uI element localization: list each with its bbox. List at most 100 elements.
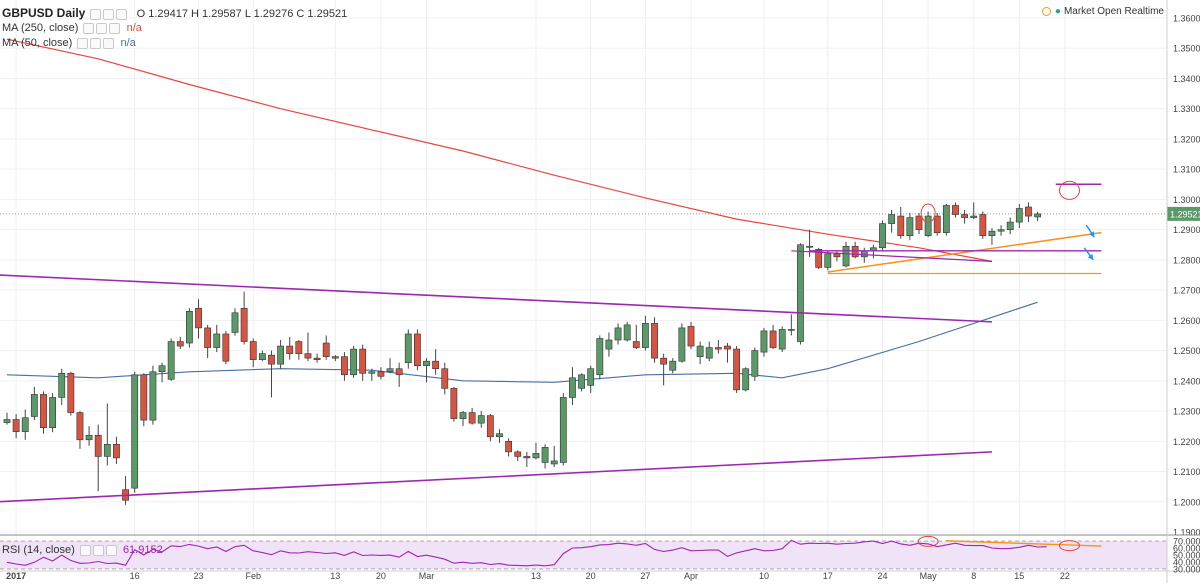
candle[interactable] [1025,202,1032,223]
candle[interactable] [897,206,905,239]
candle[interactable] [660,353,668,386]
candle[interactable] [103,403,111,466]
candle[interactable] [313,353,321,363]
candle[interactable] [687,321,695,350]
candle[interactable] [505,438,512,457]
candle[interactable] [979,211,987,239]
candle[interactable] [888,209,896,233]
settings-icon[interactable] [96,22,108,34]
candle[interactable] [195,299,202,339]
candle[interactable] [441,362,449,395]
eye-icon[interactable] [90,8,102,20]
candle[interactable] [806,229,813,257]
candle[interactable] [359,344,367,381]
close-icon[interactable] [109,22,121,34]
resistance-trendline[interactable] [791,250,992,262]
eye-icon[interactable] [77,37,89,49]
candle[interactable] [733,346,740,393]
candle[interactable] [258,350,266,362]
candle[interactable] [1015,203,1023,229]
candle[interactable] [149,365,157,425]
candle[interactable] [961,209,968,224]
candle[interactable] [724,343,731,363]
candle[interactable] [915,213,923,235]
candle[interactable] [1034,211,1041,222]
candle[interactable] [67,371,75,416]
candle[interactable] [569,367,576,406]
candle[interactable] [696,341,704,365]
candle[interactable] [222,330,230,365]
candle[interactable] [769,324,777,350]
close-icon[interactable] [103,37,115,49]
candle[interactable] [605,332,613,357]
candles[interactable] [3,202,1041,505]
ma250-label[interactable]: MA (250, close) [2,22,79,34]
candle[interactable] [559,392,567,466]
settings-icon[interactable] [103,8,115,20]
candle[interactable] [833,250,841,262]
candle[interactable] [952,202,959,218]
candle[interactable] [678,323,686,363]
candle[interactable] [368,368,376,381]
candle[interactable] [1006,217,1014,235]
candle[interactable] [623,321,631,342]
candle[interactable] [377,367,385,380]
candle[interactable] [3,412,11,425]
candle[interactable] [523,451,531,467]
candle[interactable] [869,244,877,259]
candle[interactable] [632,324,640,350]
settings-icon[interactable] [92,544,104,556]
candle[interactable] [596,335,604,380]
candle[interactable] [113,436,120,464]
candle[interactable] [341,352,348,381]
candle[interactable] [167,338,175,381]
candle[interactable] [450,386,458,422]
candle[interactable] [176,336,184,350]
candle[interactable] [40,391,47,434]
candle[interactable] [76,411,84,449]
candle[interactable] [970,202,978,220]
candle[interactable] [94,424,102,492]
candle[interactable] [158,362,166,383]
candle[interactable] [550,445,558,467]
candle[interactable] [496,429,503,443]
candle[interactable] [514,450,522,461]
candle[interactable] [578,373,585,392]
upper-channel-trendline[interactable] [0,274,992,323]
candle[interactable] [477,411,485,428]
close-icon[interactable] [116,8,128,20]
candle[interactable] [322,335,330,360]
candle[interactable] [924,211,932,238]
candle[interactable] [787,314,795,336]
candle[interactable] [751,347,759,381]
candle[interactable] [842,241,850,268]
candle[interactable] [614,323,622,345]
candle[interactable] [131,371,139,493]
candle[interactable] [587,365,595,393]
candle[interactable] [413,329,421,371]
rsi-label[interactable]: RSI (14, close) [2,544,75,556]
rising-support-trendline[interactable] [827,231,1102,273]
candle[interactable] [249,338,257,368]
candle[interactable] [432,349,440,375]
candle[interactable] [331,355,339,362]
candle[interactable] [204,324,212,359]
candle[interactable] [824,250,832,271]
candle[interactable] [468,408,476,425]
candle[interactable] [277,340,284,369]
rsi-highlight-circle[interactable] [1058,540,1080,552]
annotations[interactable] [0,180,1102,503]
candle[interactable] [851,241,859,259]
close-icon[interactable] [105,544,117,556]
candle[interactable] [988,228,996,245]
candle[interactable] [778,326,786,353]
candle[interactable] [268,350,275,398]
market-status[interactable]: ● Market Open Realtime [1041,6,1164,17]
candle[interactable] [350,346,357,378]
candle[interactable] [140,373,148,427]
ma50-label[interactable]: MA (50, close) [2,37,73,49]
candle[interactable] [641,315,649,351]
candle[interactable] [231,308,239,336]
eye-icon[interactable] [83,22,95,34]
